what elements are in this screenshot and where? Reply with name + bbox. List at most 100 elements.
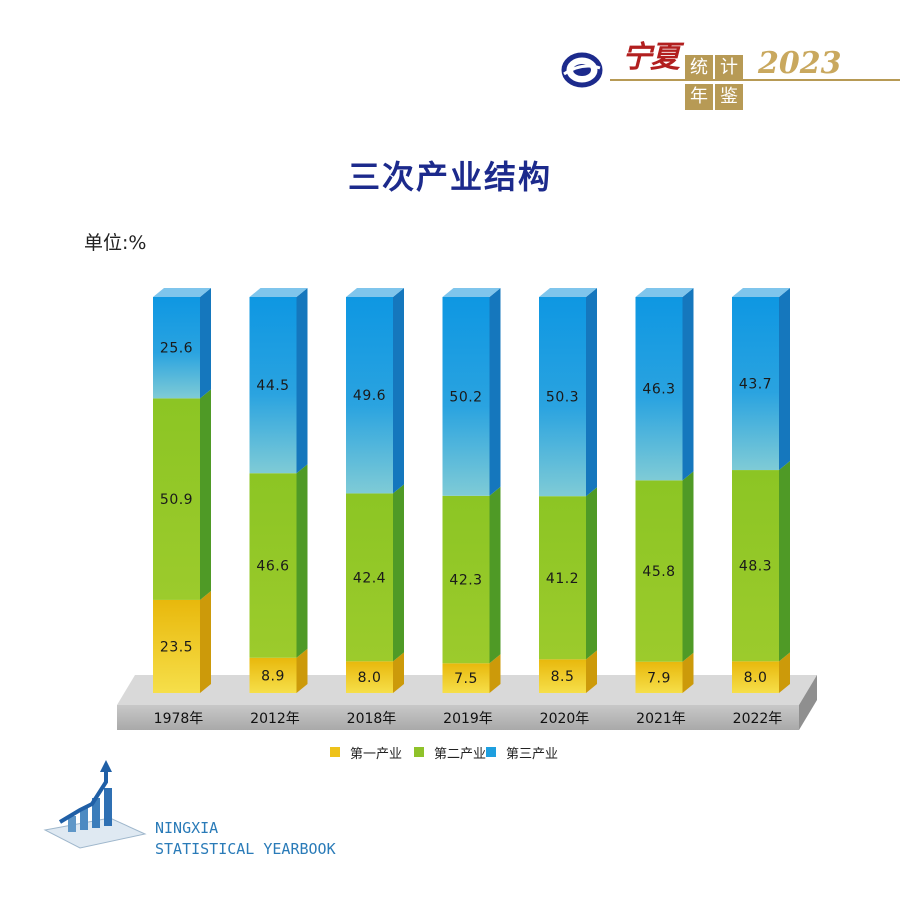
data-label-secondary: 42.4 <box>353 570 386 586</box>
footer-line-1: NINGXIA <box>155 819 219 837</box>
bar-segment-secondary <box>153 398 200 600</box>
bar-side-primary <box>682 652 694 693</box>
bar-top <box>539 288 597 297</box>
data-label-primary: 8.0 <box>358 670 382 686</box>
bar-side-secondary <box>296 464 308 658</box>
rising-chart-icon <box>43 760 147 849</box>
legend-label-primary: 第一产业 <box>350 746 403 762</box>
bar-segment-tertiary <box>346 297 393 494</box>
legend-swatch-primary <box>330 747 340 757</box>
data-label-tertiary: 43.7 <box>739 377 772 393</box>
bar-side-primary <box>200 590 211 693</box>
bar-segment-tertiary <box>442 297 490 496</box>
category-label: 1978年 <box>154 711 204 727</box>
data-label-tertiary: 50.3 <box>546 390 579 406</box>
bar-side-secondary <box>586 487 597 660</box>
data-label-primary: 7.9 <box>647 670 671 686</box>
bar-side-tertiary <box>200 288 211 399</box>
brand-name: 宁夏 <box>622 40 680 75</box>
bar-segment-tertiary <box>732 297 779 471</box>
legend-item-secondary: 第二产业 <box>414 742 486 762</box>
bar-top <box>635 288 694 297</box>
bar-side-tertiary <box>682 288 694 481</box>
bar-0: 23.5 50.9 25.6 <box>153 288 211 693</box>
bar-segment-secondary <box>442 495 490 664</box>
bar-segment-primary <box>635 661 683 693</box>
bars-group: 23.5 50.9 25.6 8.9 46.6 44.5 8.0 42.4 49.6 7.5 42.… <box>153 288 790 693</box>
bar-6: 8.0 48.3 43.7 <box>732 288 790 693</box>
legend-item-primary: 第一产业 <box>330 742 402 762</box>
bar-top <box>732 288 790 297</box>
bar-side-secondary <box>393 484 404 662</box>
data-label-primary: 23.5 <box>160 639 193 655</box>
bar-side-secondary <box>200 389 211 600</box>
bar-top <box>153 288 211 297</box>
bar-side-tertiary <box>489 288 501 496</box>
brand-tile-3: 年 <box>685 84 713 110</box>
legend-label-tertiary: 第三产业 <box>506 746 559 762</box>
bar-top <box>442 288 501 297</box>
category-label: 2012年 <box>250 711 300 727</box>
data-label-secondary: 41.2 <box>546 571 579 587</box>
legend-swatch-secondary <box>414 747 425 757</box>
category-label: 2022年 <box>733 711 783 727</box>
bar-segment-primary <box>442 663 490 693</box>
data-label-secondary: 50.9 <box>160 492 193 508</box>
bar-top <box>249 288 308 297</box>
bar-side-secondary <box>489 486 501 664</box>
platform-front <box>117 705 799 730</box>
platform-side <box>799 675 817 730</box>
legend-label-secondary: 第二产业 <box>434 746 487 762</box>
brand-year: 2023 <box>758 46 842 81</box>
category-label: 2021年 <box>636 711 686 727</box>
bar-segment-tertiary <box>249 297 297 474</box>
bar-side-tertiary <box>586 288 597 497</box>
bar-side-tertiary <box>296 288 308 474</box>
legend: 第一产业 第二产业 第三产业 <box>330 742 558 762</box>
bar-segment-secondary <box>732 470 779 662</box>
bar-5: 7.9 45.8 46.3 <box>635 288 694 693</box>
bar-segment-secondary <box>539 496 586 660</box>
bar-side-primary <box>393 652 404 693</box>
bar-side-tertiary <box>779 288 790 471</box>
bar-side-primary <box>296 648 308 693</box>
bar-segment-tertiary <box>539 297 586 497</box>
category-label: 2018年 <box>347 711 397 727</box>
category-label: 2020年 <box>540 711 590 727</box>
bar-top <box>346 288 404 297</box>
legend-item-tertiary: 第三产业 <box>486 742 558 762</box>
bar-side-secondary <box>682 471 694 662</box>
bar-side-primary <box>779 652 790 693</box>
category-labels-group: 1978年 2012年 2018年 2019年 2020年 2021年 2022年 <box>154 711 783 727</box>
data-label-tertiary: 44.5 <box>256 378 289 394</box>
bar-segment-secondary <box>249 473 297 658</box>
bar-side-secondary <box>779 461 790 662</box>
brand-tile-4: 鉴 <box>715 84 743 110</box>
legend-swatch-tertiary <box>486 747 497 757</box>
bar-4: 8.5 41.2 50.3 <box>539 288 597 693</box>
bar-segment-secondary <box>346 493 393 662</box>
bar-segment-primary <box>249 657 297 693</box>
data-label-secondary: 48.3 <box>739 559 772 575</box>
brand-tile-2: 计 <box>715 55 743 81</box>
bar-segment-primary <box>346 661 393 693</box>
footer-text: NINGXIA STATISTICAL YEARBOOK <box>155 818 336 860</box>
bar-side-primary <box>489 654 501 693</box>
data-label-primary: 8.0 <box>744 670 768 686</box>
yearbook-logo: 宁夏 统 计 年 鉴 2023 <box>560 28 900 118</box>
globe-icon <box>561 52 603 88</box>
data-label-secondary: 46.6 <box>256 558 289 574</box>
bar-segment-tertiary <box>635 297 683 481</box>
bar-segment-tertiary <box>153 297 200 399</box>
bar-2: 8.0 42.4 49.6 <box>346 288 404 693</box>
chart-title: 三次产业结构 <box>347 158 552 196</box>
bar-1: 8.9 46.6 44.5 <box>249 288 308 693</box>
data-label-primary: 8.9 <box>261 668 285 684</box>
data-label-primary: 7.5 <box>454 671 478 687</box>
bar-3: 7.5 42.3 50.2 <box>442 288 501 693</box>
bar-side-primary <box>586 650 597 693</box>
data-label-tertiary: 46.3 <box>642 382 675 398</box>
data-label-tertiary: 50.2 <box>449 389 482 405</box>
bar-segment-primary <box>539 659 586 693</box>
